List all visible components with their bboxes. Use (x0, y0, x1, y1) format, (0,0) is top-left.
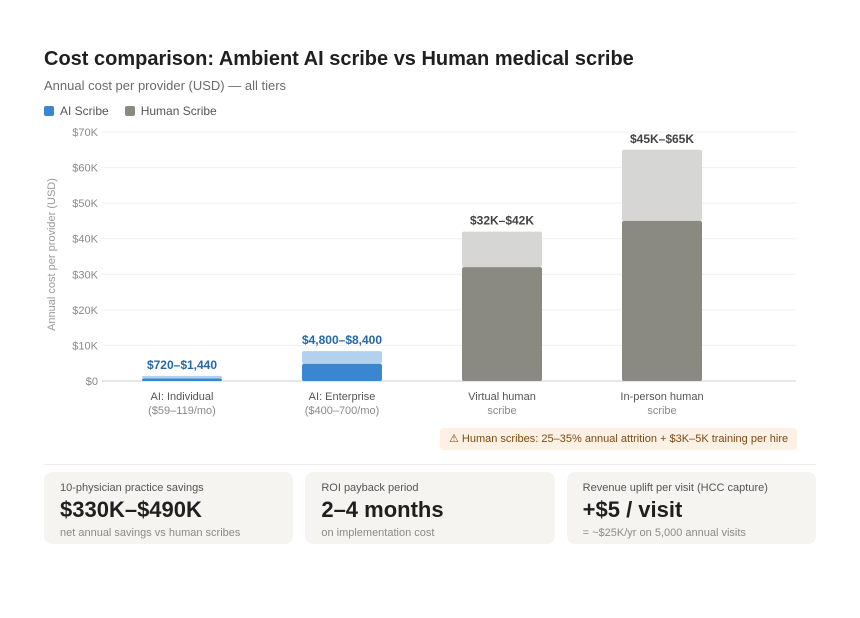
x-category-sublabel: scribe (647, 405, 676, 417)
x-category-label: In-person human (620, 391, 703, 403)
legend-swatch-human (124, 106, 135, 116)
y-tick-label: $20K (72, 305, 98, 317)
summary-cards: 10-physician practice savings $330K–$490… (44, 472, 816, 544)
bar-base-segment (142, 378, 222, 381)
card-revenue-uplift: Revenue uplift per visit (HCC capture) +… (566, 472, 816, 544)
legend-swatch-ai (44, 106, 54, 116)
x-category-label: Virtual human (468, 391, 536, 403)
bar-value-label: $4,800–$8,400 (302, 333, 382, 347)
legend-label-ai: AI Scribe (60, 104, 109, 118)
bar-range-segment (622, 149, 702, 221)
bar-base-segment (302, 363, 382, 381)
card-value: $330K–$490K (60, 497, 202, 522)
card-label: ROI payback period (321, 482, 419, 494)
y-tick-label: $50K (72, 198, 98, 210)
card-label: 10-physician practice savings (60, 482, 204, 494)
bar-base-segment (462, 267, 542, 381)
card-roi-payback: ROI payback period 2–4 months on impleme… (305, 472, 555, 544)
chart-legend: AI Scribe Human Scribe (44, 104, 217, 118)
x-category-label: AI: Enterprise (309, 391, 376, 403)
card-value: 2–4 months (321, 497, 444, 522)
attrition-warning-note: ⚠ Human scribes: 25–35% annual attrition… (440, 428, 798, 450)
bar-value-label: $32K–$42K (470, 214, 534, 228)
bar-value-label: $45K–$65K (630, 132, 694, 146)
card-practice-savings: 10-physician practice savings $330K–$490… (44, 472, 294, 544)
y-axis-title: Annual cost per provider (USD) (46, 178, 58, 331)
section-divider (44, 464, 816, 465)
y-tick-label: $40K (72, 234, 98, 246)
bar-base-segment (622, 220, 702, 381)
bar-chart: $0 $10K $20K $30K $40K $50K $60K $70K Annual cos… (46, 127, 796, 417)
legend-label-human: Human Scribe (140, 104, 217, 118)
card-label: Revenue uplift per visit (HCC capture) (582, 482, 768, 494)
y-tick-label: $30K (72, 269, 98, 281)
y-tick-label: $0 (86, 376, 98, 388)
card-subtext: net annual savings vs human scribes (60, 527, 241, 539)
bar-value-label: $720–$1,440 (147, 358, 217, 372)
bar-range-segment (462, 231, 542, 268)
bar-range-segment (142, 375, 222, 379)
bar-range-segment (302, 351, 382, 364)
chart-title: Cost comparison: Ambient AI scribe vs Hu… (44, 48, 634, 70)
x-category-sublabel: ($59–119/mo) (148, 405, 216, 417)
chart-subtitle: Annual cost per provider (USD) — all tie… (44, 78, 287, 93)
y-tick-label: $70K (72, 127, 98, 139)
x-category-sublabel: ($400–700/mo) (305, 405, 380, 417)
legend-item-ai[interactable]: AI Scribe (44, 104, 109, 118)
card-value: +$5 / visit (582, 497, 683, 522)
y-tick-label: $10K (72, 340, 98, 352)
card-subtext: = ~$25K/yr on 5,000 annual visits (582, 527, 746, 539)
y-tick-label: $60K (72, 163, 98, 175)
x-category-label: AI: Individual (151, 391, 214, 403)
x-category-sublabel: scribe (487, 405, 516, 417)
card-subtext: on implementation cost (321, 527, 435, 539)
legend-item-human[interactable]: Human Scribe (124, 104, 217, 118)
